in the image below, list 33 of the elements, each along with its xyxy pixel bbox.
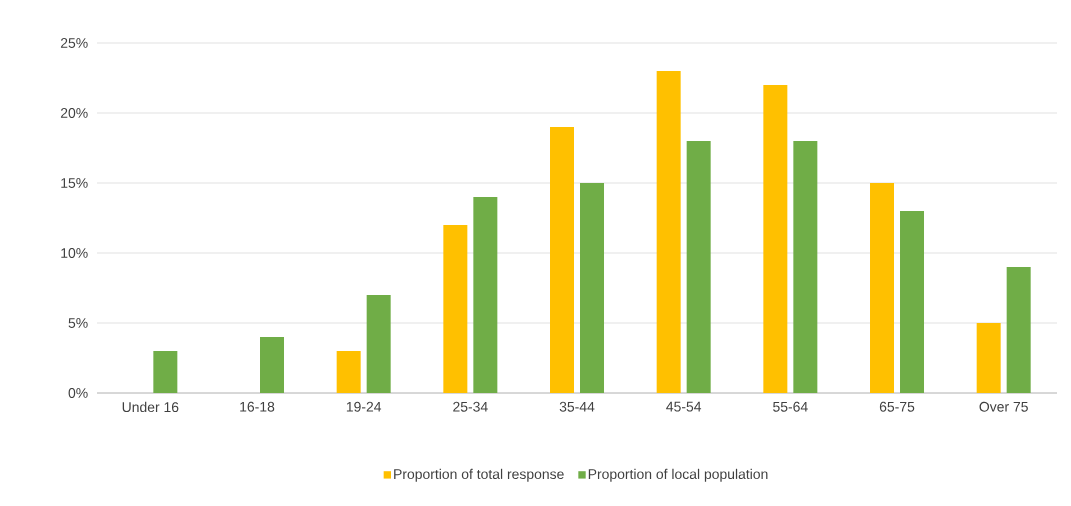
y-tick-label: 15% bbox=[61, 178, 88, 188]
bar bbox=[1006, 267, 1031, 393]
y-tick-label: 20% bbox=[60, 108, 88, 118]
bar bbox=[900, 211, 925, 393]
x-tick-label: 45-54 bbox=[666, 401, 702, 412]
y-tick-label: 25% bbox=[60, 38, 88, 48]
x-tick-label: 19-24 bbox=[346, 401, 382, 412]
x-tick-label: Over 75 bbox=[979, 401, 1028, 412]
bar bbox=[656, 71, 681, 393]
bar bbox=[366, 295, 391, 393]
bar bbox=[976, 323, 1001, 393]
x-tick-label: Under 16 bbox=[122, 401, 179, 413]
legend-label: Proportion of total response bbox=[394, 468, 564, 482]
y-tick-label: 0% bbox=[68, 388, 88, 398]
x-tick-label: 65-75 bbox=[879, 401, 915, 412]
y-tick-label: 5% bbox=[68, 318, 88, 328]
y-tick-label: 10% bbox=[61, 248, 88, 258]
bar bbox=[686, 141, 711, 393]
bar bbox=[473, 197, 498, 393]
x-tick-label: 35-44 bbox=[559, 401, 595, 412]
x-tick-label: 55-64 bbox=[773, 401, 808, 412]
bar bbox=[550, 127, 574, 393]
bar bbox=[153, 351, 178, 393]
bar bbox=[793, 141, 818, 393]
bar bbox=[336, 351, 361, 393]
bar bbox=[443, 225, 468, 393]
bar bbox=[580, 183, 605, 393]
x-tick-label: 16-18 bbox=[240, 401, 275, 412]
legend-label: Proportion of local population bbox=[588, 468, 768, 482]
bar bbox=[870, 183, 895, 393]
x-tick-label: 25-34 bbox=[453, 401, 488, 412]
bar bbox=[763, 85, 788, 393]
bar bbox=[260, 337, 284, 393]
